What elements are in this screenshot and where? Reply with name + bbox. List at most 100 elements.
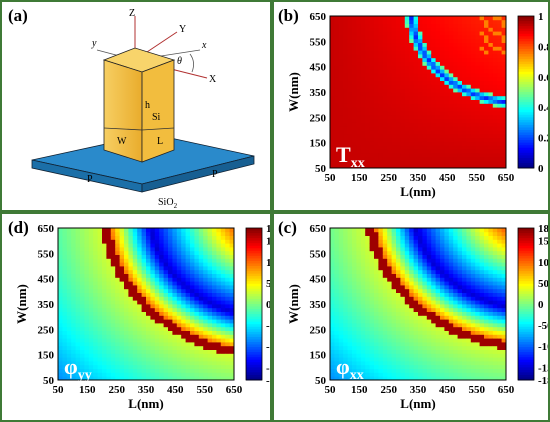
heatmap-cell xyxy=(84,353,90,358)
heatmap-cell xyxy=(396,334,401,339)
heatmap-cell xyxy=(391,243,397,248)
heatmap-cell xyxy=(207,338,213,343)
heatmap-cell xyxy=(163,349,169,354)
heatmap-cell xyxy=(501,80,507,85)
heatmap-cell xyxy=(66,304,72,309)
heatmap-cell xyxy=(501,364,507,369)
heatmap-cell xyxy=(360,84,366,89)
heatmap-cell xyxy=(462,235,467,240)
heatmap-cell xyxy=(212,254,217,259)
heatmap-cell xyxy=(84,349,90,354)
heatmap-cell xyxy=(479,361,485,366)
x-tick-label: 50 xyxy=(325,172,337,184)
heatmap-cell xyxy=(75,326,81,331)
heatmap-cell xyxy=(330,262,335,267)
heatmap-cell xyxy=(435,152,441,157)
heatmap-cell xyxy=(338,107,344,112)
heatmap-cell xyxy=(404,118,410,123)
heatmap-cell xyxy=(400,353,406,358)
heatmap-cell xyxy=(146,288,151,293)
heatmap-cell xyxy=(110,292,116,297)
heatmap-cell xyxy=(352,103,357,108)
heatmap-cell xyxy=(137,285,142,290)
heatmap-cell xyxy=(409,250,414,255)
heatmap-cell xyxy=(396,315,401,320)
colorbar-tick-label: -50 xyxy=(266,320,270,332)
heatmap-cell xyxy=(84,334,90,339)
heatmap-cell xyxy=(470,95,476,100)
heatmap-cell xyxy=(457,269,463,274)
heatmap-cell xyxy=(360,243,366,248)
heatmap-cell xyxy=(396,372,401,377)
heatmap-cell xyxy=(84,376,90,381)
heatmap-cell xyxy=(360,345,366,350)
heatmap-cell xyxy=(132,235,138,240)
heatmap-cell xyxy=(501,141,507,146)
heatmap-cell xyxy=(396,137,401,142)
heatmap-cell xyxy=(374,122,379,127)
heatmap-cell xyxy=(212,364,217,369)
heatmap-cell xyxy=(409,46,414,51)
heatmap-cell xyxy=(88,311,94,316)
heatmap-cell xyxy=(488,277,494,282)
heatmap-cell xyxy=(435,315,441,320)
heatmap-cell xyxy=(484,300,489,305)
heatmap-cell xyxy=(484,118,489,123)
heatmap-cell xyxy=(457,239,463,244)
heatmap-cell xyxy=(137,247,142,252)
heatmap-cell xyxy=(475,145,480,150)
heatmap-cell xyxy=(422,103,428,108)
heatmap-cell xyxy=(110,231,116,236)
colorbar-segment xyxy=(518,157,534,161)
heatmap-cell xyxy=(198,334,204,339)
heatmap-cell xyxy=(365,137,370,142)
heatmap-cell xyxy=(137,315,142,320)
heatmap-cell xyxy=(422,266,428,271)
heatmap-cell xyxy=(124,334,129,339)
heatmap-cell xyxy=(409,235,414,240)
heatmap-cell xyxy=(207,288,213,293)
heatmap-cell xyxy=(154,247,160,252)
heatmap-cell xyxy=(172,357,178,362)
heatmap-cell xyxy=(492,288,498,293)
heatmap-cell xyxy=(58,334,63,339)
heatmap-cell xyxy=(163,250,169,255)
heatmap-cell xyxy=(422,254,428,259)
heatmap-cell xyxy=(484,262,489,267)
heatmap-cell xyxy=(497,277,502,282)
heatmap-cell xyxy=(409,342,414,347)
heatmap-cell xyxy=(462,92,467,97)
heatmap-cell xyxy=(475,160,480,165)
heatmap-cell xyxy=(102,307,107,312)
heatmap-cell xyxy=(382,231,388,236)
heatmap-cell xyxy=(374,38,379,43)
heatmap-cell xyxy=(365,266,370,271)
heatmap-cell xyxy=(216,285,222,290)
heatmap-cell xyxy=(146,323,151,328)
heatmap-cell xyxy=(374,376,379,381)
heatmap-cell xyxy=(440,130,445,135)
heatmap-cell xyxy=(93,235,98,240)
heatmap-cell xyxy=(360,228,366,233)
heatmap-cell xyxy=(466,315,472,320)
panel-b: (b) 50 150 250 350 450 550 650 50 150 250 350 450 55… xyxy=(272,0,550,212)
heatmap-cell xyxy=(413,122,419,127)
heatmap-cell xyxy=(75,315,81,320)
heatmap-cell xyxy=(163,330,169,335)
heatmap-cell xyxy=(216,247,222,252)
heatmap-cell xyxy=(207,258,213,263)
heatmap-cell xyxy=(141,262,147,267)
heatmap-cell xyxy=(80,235,85,240)
heatmap-cell xyxy=(62,250,68,255)
heatmap-cell xyxy=(382,361,388,366)
heatmap-cell xyxy=(448,250,454,255)
heatmap-cell xyxy=(378,243,384,248)
heatmap-cell xyxy=(128,269,134,274)
heatmap-cell xyxy=(470,281,476,286)
heatmap-cell xyxy=(97,307,103,312)
heatmap-cell xyxy=(374,54,379,59)
heatmap-cell xyxy=(479,99,485,104)
heatmap-cell xyxy=(374,92,379,97)
heatmap-cell xyxy=(146,353,151,358)
heatmap-cell xyxy=(338,19,344,24)
